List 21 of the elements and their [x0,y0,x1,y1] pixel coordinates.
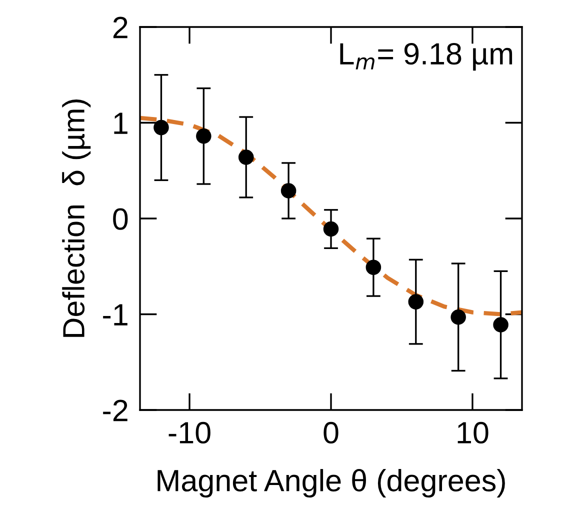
point [323,221,339,237]
y-tick-label: -1 [103,304,128,326]
line-series [140,116,522,316]
point [238,150,254,165]
point [366,260,382,275]
point [450,309,466,325]
point [154,120,169,136]
y-tick-label: 1 [114,112,128,134]
y-tick-label: -2 [103,400,128,422]
x-tick-label: 0 [324,422,338,444]
x-tick-label: 10 [458,422,488,444]
point [196,128,212,144]
annotation: L$_{m}$= 9.18 µm [340,43,512,71]
y-axis-title: Deflection δ (µm) [62,100,91,337]
point [408,294,424,310]
point [493,317,508,332]
y-tick-label: 2 [113,16,128,38]
y-tick-label: 0 [113,208,128,230]
x-tick-label: -10 [168,422,210,444]
point [280,183,296,198]
x-axis-title: Magnet Angle θ (degrees) [158,469,505,498]
